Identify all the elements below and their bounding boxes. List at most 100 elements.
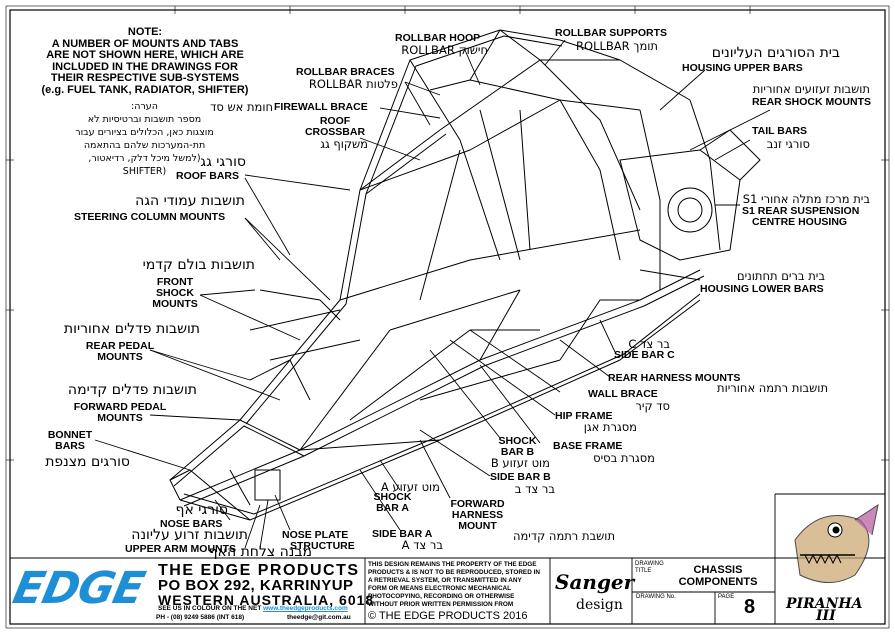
label-roof-crossbar-2: CROSSBAR xyxy=(304,126,366,138)
designer-name: Sanger xyxy=(555,570,635,594)
label-roof-bars-heb: סורגי גג xyxy=(200,154,246,170)
label-rear-pedal-2: MOUNTS xyxy=(97,351,143,363)
label-wall-brace: WALL BRACE xyxy=(588,388,658,400)
label-forward-pedal-1: FORWARD PEDAL xyxy=(73,401,167,413)
label-nose-plate-2: STRUCTURE xyxy=(290,540,355,552)
note-line-4: THEIR RESPECTIVE SUB-SYSTEMS xyxy=(50,72,240,84)
rights-line-6: WITHOUT PRIOR WRITTEN PERMISSION FROM xyxy=(368,601,514,608)
label-front-shock-2: SHOCK xyxy=(156,287,194,299)
label-roof-crossbar-1: ROOF xyxy=(319,115,351,127)
note-hebrew-line-5: (SHIFTER xyxy=(122,166,167,177)
rights-line-4: FORM OR MEANS ELECTRONIC MECHANICAL xyxy=(368,585,512,592)
label-rear-pedal-1: REAR PEDAL xyxy=(85,340,155,352)
label-firewall-heb: חומת אש סד xyxy=(210,100,273,114)
label-rear-harness-heb: תושבות רתמה אחוריות xyxy=(717,381,828,395)
label-nose-bars-heb: סורגי אף xyxy=(175,502,228,518)
label-shock-b-2: BAR B xyxy=(500,446,535,458)
note-line-3: INCLUDED IN THE DRAWINGS FOR xyxy=(52,60,238,73)
label-rear-shock: REAR SHOCK MOUNTS xyxy=(752,96,872,108)
label-side-bar-b: SIDE BAR B xyxy=(490,471,551,483)
rights-statement: THIS DESIGN REMAINS THE PROPERTY OF THE … xyxy=(368,561,548,609)
label-steering-column: STEERING COLUMN MOUNTS xyxy=(74,211,226,223)
company-name: THE EDGE PRODUCTS xyxy=(158,562,360,579)
page-number: 8 xyxy=(744,596,756,618)
label-rollbar-braces-heb: פלטות ROLLBAR xyxy=(308,77,398,91)
label-shock-b-heb: מוט זעזוע B xyxy=(490,456,550,470)
drawing-title-label-2: TITLE xyxy=(635,568,652,574)
rights-line-1: THIS DESIGN REMAINS THE PROPERTY OF THE … xyxy=(368,561,537,568)
product-version: III xyxy=(816,608,836,624)
label-upper-arm-heb: תושבות זרוע עליונה xyxy=(131,527,248,543)
label-rollbar-supports-heb: תומך ROLLBAR xyxy=(576,39,658,53)
label-shock-a-1: SHOCK xyxy=(373,491,412,503)
label-front-shock-3: MOUNTS xyxy=(152,298,198,310)
see-us-text: SEE US IN COLOUR ON THE NET xyxy=(158,605,262,612)
label-forward-pedal-2: MOUNTS xyxy=(97,412,143,424)
note-hebrew-line-3: תת-המערכות שלהם בהתאמה xyxy=(83,140,206,151)
drawing-title: CHASSIS COMPONENTS xyxy=(668,564,768,588)
label-rear-pedal-heb: תושבות פדלים אחוריות xyxy=(63,321,200,337)
label-hip-frame-heb: מסגרת אגן xyxy=(583,420,637,434)
label-rollbar-braces: ROLLBAR BRACES xyxy=(296,66,395,78)
label-base-frame: BASE FRAME xyxy=(553,440,623,452)
label-front-shock-1: FRONT xyxy=(156,276,194,288)
note-hebrew-title: הערה: xyxy=(131,101,158,112)
piranha-fish-illustration xyxy=(794,503,879,583)
rights-line-2: PRODUCTS & IS NOT TO BE REPRODUCED, STOR… xyxy=(368,569,540,576)
drawing-title-1: CHASSIS xyxy=(693,564,743,576)
company-web-line: SEE US IN COLOUR ON THE NET www.theedgep… xyxy=(158,605,348,612)
label-forward-harness-1: FORWARD xyxy=(450,498,505,510)
note-line-1: A NUMBER OF MOUNTS AND TABS xyxy=(51,37,239,50)
label-rear-harness: REAR HARNESS MOUNTS xyxy=(608,372,741,384)
label-bonnet-1: BONNET xyxy=(47,429,93,441)
label-base-frame-heb: מסגרת בסיס xyxy=(593,451,655,465)
label-upper-arm: UPPER ARM MOUNTS xyxy=(125,543,237,555)
label-front-shock-heb: תושבות בולם קדמי xyxy=(142,257,255,273)
note-hebrew-block: הערה: מספר תושבות וברטיסיות לא מוצגות כא… xyxy=(22,100,267,178)
label-nose-plate-1: NOSE PLATE xyxy=(282,529,349,541)
note-line-2: ARE NOT SHOWN HERE, WHICH ARE xyxy=(46,49,244,61)
note-title: NOTE: xyxy=(127,26,163,38)
label-side-bar-a: SIDE BAR A xyxy=(372,528,433,540)
label-steering-heb: תושבות עמודי הגה xyxy=(135,193,245,209)
label-nose-bars: NOSE BARS xyxy=(160,518,223,530)
website-link[interactable]: www.theedgeproducts.com xyxy=(263,605,348,612)
label-side-bar-c: SIDE BAR C xyxy=(614,349,675,361)
label-wall-brace-heb: סד קיר xyxy=(635,399,670,413)
company-email[interactable]: theedge@git.com.au xyxy=(287,614,351,621)
label-housing-lower: HOUSING LOWER BARS xyxy=(700,283,824,295)
copyright: © THE EDGE PRODUCTS 2016 xyxy=(368,610,528,622)
label-forward-harness-2: HARNESS xyxy=(451,509,504,521)
label-forward-pedal-heb: תושבות פדלים קדימה xyxy=(67,382,197,398)
note-hebrew-line-1: מספר תושבות וברטיסיות לא xyxy=(87,114,202,125)
company-address-2: WESTERN AUSTRALIA, 6018 xyxy=(158,592,375,608)
drawing-number-label: DRAWING No. xyxy=(636,594,676,600)
label-housing-upper: HOUSING UPPER BARS xyxy=(682,62,803,74)
drawing-title-label: DRAWING TITLE xyxy=(635,561,664,575)
note-line-5: (e.g. FUEL TANK, RADIATOR, SHIFTER) xyxy=(41,83,249,96)
rights-line-5: PHOTOCOPYING, RECORDING OR OTHERWISE xyxy=(368,593,515,600)
label-roof-bars: ROOF BARS xyxy=(176,170,239,182)
label-forward-harness-heb: תושבת רתמה קדימה xyxy=(512,529,615,543)
label-s1-heb: בית מרכז מתלה אחורי S1 xyxy=(742,192,870,206)
note-block: NOTE: A NUMBER OF MOUNTS AND TABS ARE NO… xyxy=(30,26,260,96)
label-s1-line-1: S1 REAR SUSPENSION xyxy=(742,205,860,217)
label-rollbar-hoop: ROLLBAR HOOP xyxy=(395,32,481,44)
note-hebrew-line-2: מוצגות כאן, הכלולים בציורים עבור xyxy=(75,127,214,138)
label-roof-crossbar-heb: משקוף גג xyxy=(320,137,368,151)
label-forward-harness-3: MOUNT xyxy=(458,520,497,532)
rights-line-3: A RETRIEVAL SYSTEM, OR TRANSMITTED IN AN… xyxy=(368,577,522,584)
label-side-a-heb: בר צד A xyxy=(401,538,443,552)
drawing-title-label-1: DRAWING xyxy=(635,561,664,567)
label-s1-line-2: CENTRE HOUSING xyxy=(752,216,848,228)
label-housing-lower-heb: בית ברים תחתונים xyxy=(736,269,825,283)
label-rollbar-hoop-heb: חישוק ROLLBAR xyxy=(401,43,488,57)
label-bonnet-heb: סורגים מצנפת xyxy=(45,454,130,470)
company-phone: PH - (08) 9249 5886 (INT 618) xyxy=(156,614,245,621)
label-nose-plate-heb: מבנה צלחת האף xyxy=(208,544,312,560)
designer-design: design xyxy=(576,597,623,613)
label-tail-bars: TAIL BARS xyxy=(752,125,808,137)
drawing-title-2: COMPONENTS xyxy=(678,576,758,588)
label-side-b-heb: בר צד ב xyxy=(514,482,555,496)
